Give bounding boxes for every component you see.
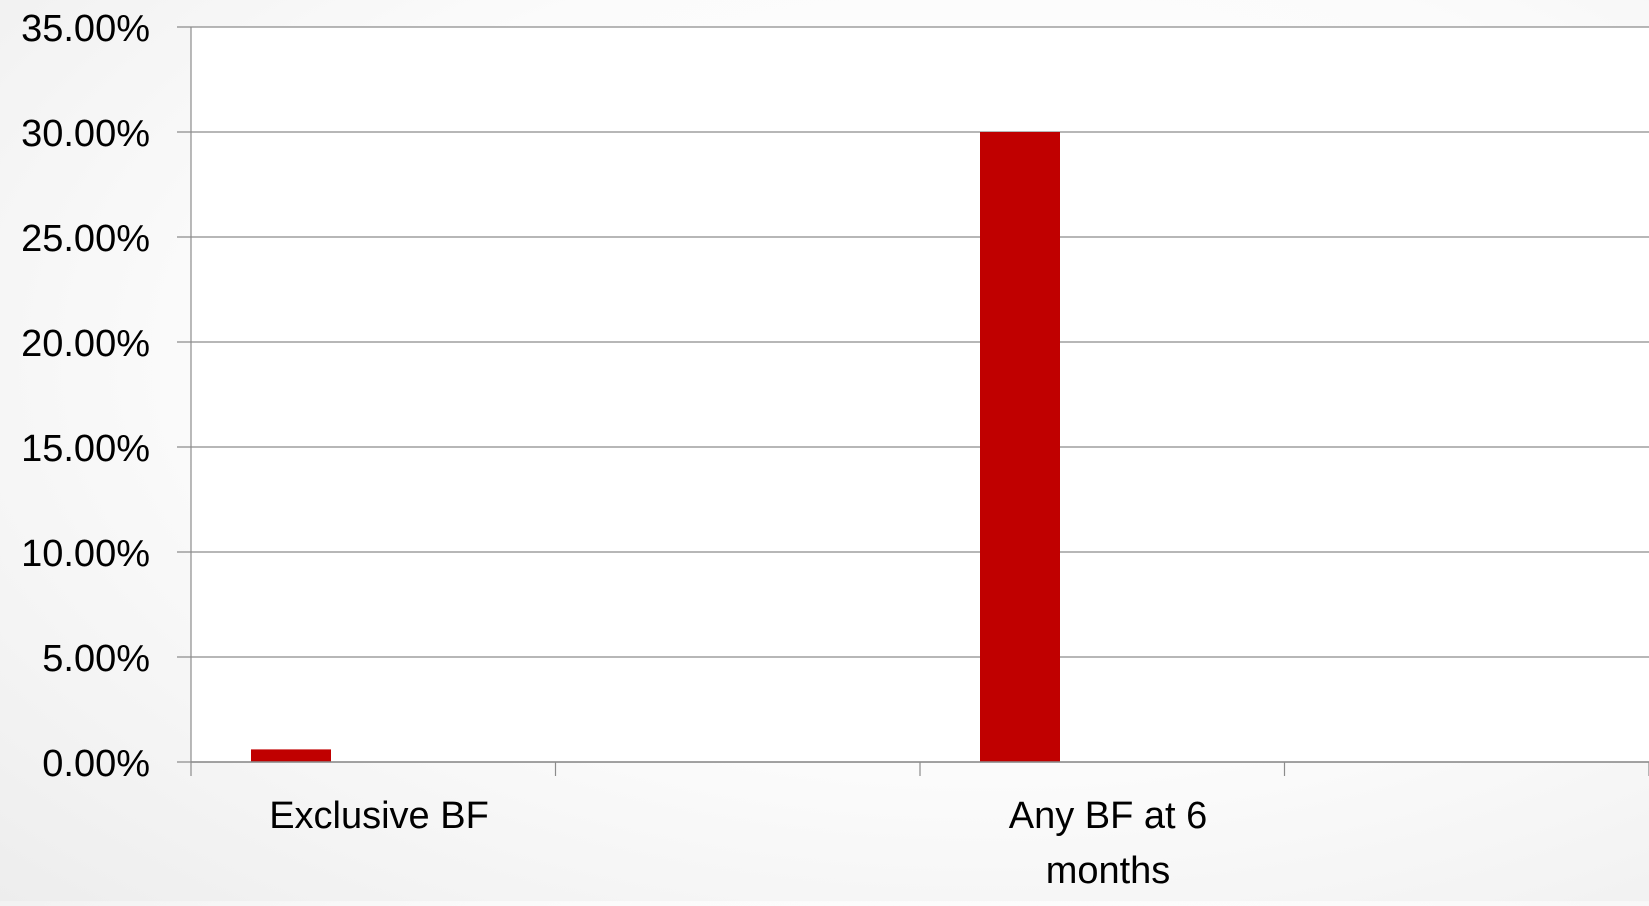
axes	[190, 27, 1649, 776]
x-tick-label-line: months	[1046, 850, 1171, 892]
plot-background	[191, 27, 1649, 762]
x-tick-label-line: Any BF at 6	[1009, 795, 1208, 837]
y-tick-label: 25.00%	[21, 218, 150, 260]
x-tick-label-line: Exclusive BF	[269, 795, 489, 837]
bars	[251, 132, 1060, 762]
y-tick-label: 20.00%	[21, 323, 150, 365]
y-tick-label: 30.00%	[21, 113, 150, 155]
y-axis-tick-labels: 0.00% 5.00% 10.00% 15.00% 20.00% 25.00% 30.00%…	[21, 8, 150, 785]
bar	[980, 132, 1060, 762]
y-tick-label: 5.00%	[42, 638, 150, 680]
x-axis-tick-labels: Exclusive BF Any BF at 6 months	[269, 795, 1207, 892]
x-tick-label: Any BF at 6 months	[1009, 795, 1208, 892]
bar	[251, 749, 331, 762]
y-tick-label: 15.00%	[21, 428, 150, 470]
plot-area	[191, 27, 1649, 762]
y-tick-label: 10.00%	[21, 533, 150, 575]
y-tick-label: 35.00%	[21, 8, 150, 50]
y-tick-label: 0.00%	[42, 743, 150, 785]
gridlines	[177, 26, 1649, 763]
x-tick-label: Exclusive BF	[269, 795, 489, 837]
